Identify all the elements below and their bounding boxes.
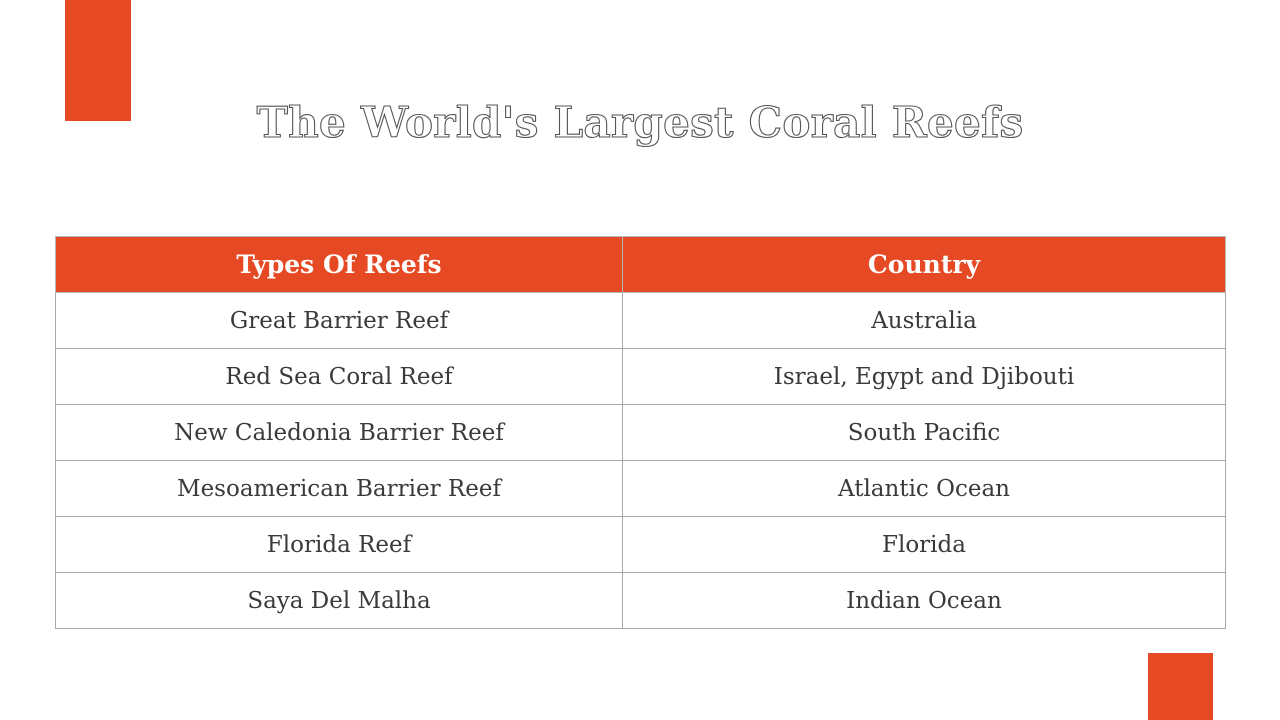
reef-name-cell: Great Barrier Reef	[55, 292, 623, 349]
table-row: Red Sea Coral Reef Israel, Egypt and Dji…	[55, 348, 1226, 405]
table-row: Saya Del Malha Indian Ocean	[55, 572, 1226, 629]
country-cell: Florida	[622, 516, 1226, 573]
table-header-row: Types Of Reefs Country	[55, 236, 1226, 293]
table-row: Great Barrier Reef Australia	[55, 292, 1226, 349]
country-cell: Indian Ocean	[622, 572, 1226, 629]
reefs-table: Types Of Reefs Country Great Barrier Ree…	[55, 236, 1226, 629]
reef-name-cell: New Caledonia Barrier Reef	[55, 404, 623, 461]
country-cell: Australia	[622, 292, 1226, 349]
table-row: New Caledonia Barrier Reef South Pacific	[55, 404, 1226, 461]
table-row: Florida Reef Florida	[55, 516, 1226, 573]
table-row: Mesoamerican Barrier Reef Atlantic Ocean	[55, 460, 1226, 517]
accent-block-bottom	[1148, 653, 1213, 720]
country-cell: South Pacific	[622, 404, 1226, 461]
header-country: Country	[622, 236, 1226, 293]
country-cell: Israel, Egypt and Djibouti	[622, 348, 1226, 405]
header-types-of-reefs: Types Of Reefs	[55, 236, 623, 293]
reef-name-cell: Mesoamerican Barrier Reef	[55, 460, 623, 517]
country-cell: Atlantic Ocean	[622, 460, 1226, 517]
accent-block-top	[65, 0, 131, 121]
reef-name-cell: Saya Del Malha	[55, 572, 623, 629]
reef-name-cell: Red Sea Coral Reef	[55, 348, 623, 405]
reef-name-cell: Florida Reef	[55, 516, 623, 573]
slide-title: The World's Largest Coral Reefs	[256, 97, 1024, 147]
